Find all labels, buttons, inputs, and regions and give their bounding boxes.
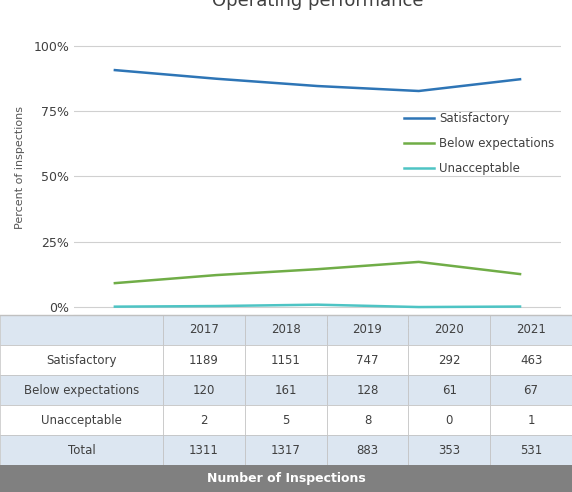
Satisfactory — [415, 88, 422, 94]
Line: Unacceptable: Unacceptable — [115, 305, 520, 307]
Bar — [0, 465, 572, 492]
Bar — [163, 405, 245, 435]
Text: 747: 747 — [356, 354, 379, 367]
Bar — [0, 345, 163, 375]
Text: 2019: 2019 — [352, 323, 383, 337]
Text: 61: 61 — [442, 384, 457, 397]
Text: 1: 1 — [527, 414, 535, 427]
Bar — [0, 375, 163, 405]
Text: Total: Total — [67, 444, 96, 457]
Bar — [327, 405, 408, 435]
Unacceptable — [314, 302, 321, 308]
Below expectations — [314, 266, 321, 272]
Text: 531: 531 — [520, 444, 542, 457]
Bar — [408, 435, 490, 465]
Line: Satisfactory: Satisfactory — [115, 70, 520, 91]
Satisfactory — [517, 76, 523, 82]
Text: 463: 463 — [520, 354, 542, 367]
Unacceptable — [213, 303, 220, 309]
Bar — [0, 435, 163, 465]
Text: 2018: 2018 — [271, 323, 301, 337]
Below expectations — [112, 280, 118, 286]
Bar — [0, 405, 163, 435]
Bar — [245, 435, 327, 465]
Y-axis label: Percent of inspections: Percent of inspections — [15, 106, 25, 229]
Unacceptable — [112, 304, 118, 309]
Bar — [408, 405, 490, 435]
Title: Operating performance: Operating performance — [212, 0, 423, 10]
Bar — [327, 345, 408, 375]
Satisfactory — [314, 83, 321, 89]
Text: 120: 120 — [193, 384, 215, 397]
Bar — [490, 345, 572, 375]
Line: Below expectations: Below expectations — [115, 262, 520, 283]
Bar — [408, 315, 490, 345]
Bar — [245, 315, 327, 345]
Text: 883: 883 — [356, 444, 379, 457]
Unacceptable — [415, 304, 422, 310]
Text: 2017: 2017 — [189, 323, 219, 337]
Bar — [327, 435, 408, 465]
Text: 1189: 1189 — [189, 354, 219, 367]
Bar — [327, 375, 408, 405]
Bar — [0, 315, 163, 345]
Text: Satisfactory: Satisfactory — [46, 354, 117, 367]
Bar — [245, 405, 327, 435]
Bar — [490, 315, 572, 345]
Bar — [408, 345, 490, 375]
Text: 5: 5 — [282, 414, 289, 427]
Below expectations — [415, 259, 422, 265]
Text: 2021: 2021 — [516, 323, 546, 337]
Text: 67: 67 — [523, 384, 539, 397]
Satisfactory — [112, 67, 118, 73]
Bar — [245, 345, 327, 375]
Text: 292: 292 — [438, 354, 460, 367]
Text: 8: 8 — [364, 414, 371, 427]
Text: 1311: 1311 — [189, 444, 219, 457]
Text: Below expectations: Below expectations — [24, 384, 139, 397]
Satisfactory — [213, 76, 220, 82]
Text: 353: 353 — [438, 444, 460, 457]
Bar — [327, 315, 408, 345]
Text: 161: 161 — [275, 384, 297, 397]
Bar — [163, 345, 245, 375]
Text: 2: 2 — [200, 414, 208, 427]
Below expectations — [213, 272, 220, 278]
Bar — [163, 315, 245, 345]
Bar — [490, 435, 572, 465]
Text: 1151: 1151 — [271, 354, 301, 367]
Bar — [163, 375, 245, 405]
Bar — [490, 375, 572, 405]
Bar — [408, 375, 490, 405]
Unacceptable — [517, 304, 523, 309]
Bar — [245, 375, 327, 405]
Text: Unacceptable: Unacceptable — [41, 414, 122, 427]
Below expectations — [517, 271, 523, 277]
Legend: Satisfactory, Below expectations, Unacceptable: Satisfactory, Below expectations, Unacce… — [404, 112, 555, 175]
Text: 128: 128 — [356, 384, 379, 397]
Bar — [163, 435, 245, 465]
Text: 1317: 1317 — [271, 444, 301, 457]
Bar — [490, 405, 572, 435]
Text: Number of Inspections: Number of Inspections — [206, 472, 366, 485]
Text: 2020: 2020 — [434, 323, 464, 337]
Text: 0: 0 — [446, 414, 453, 427]
